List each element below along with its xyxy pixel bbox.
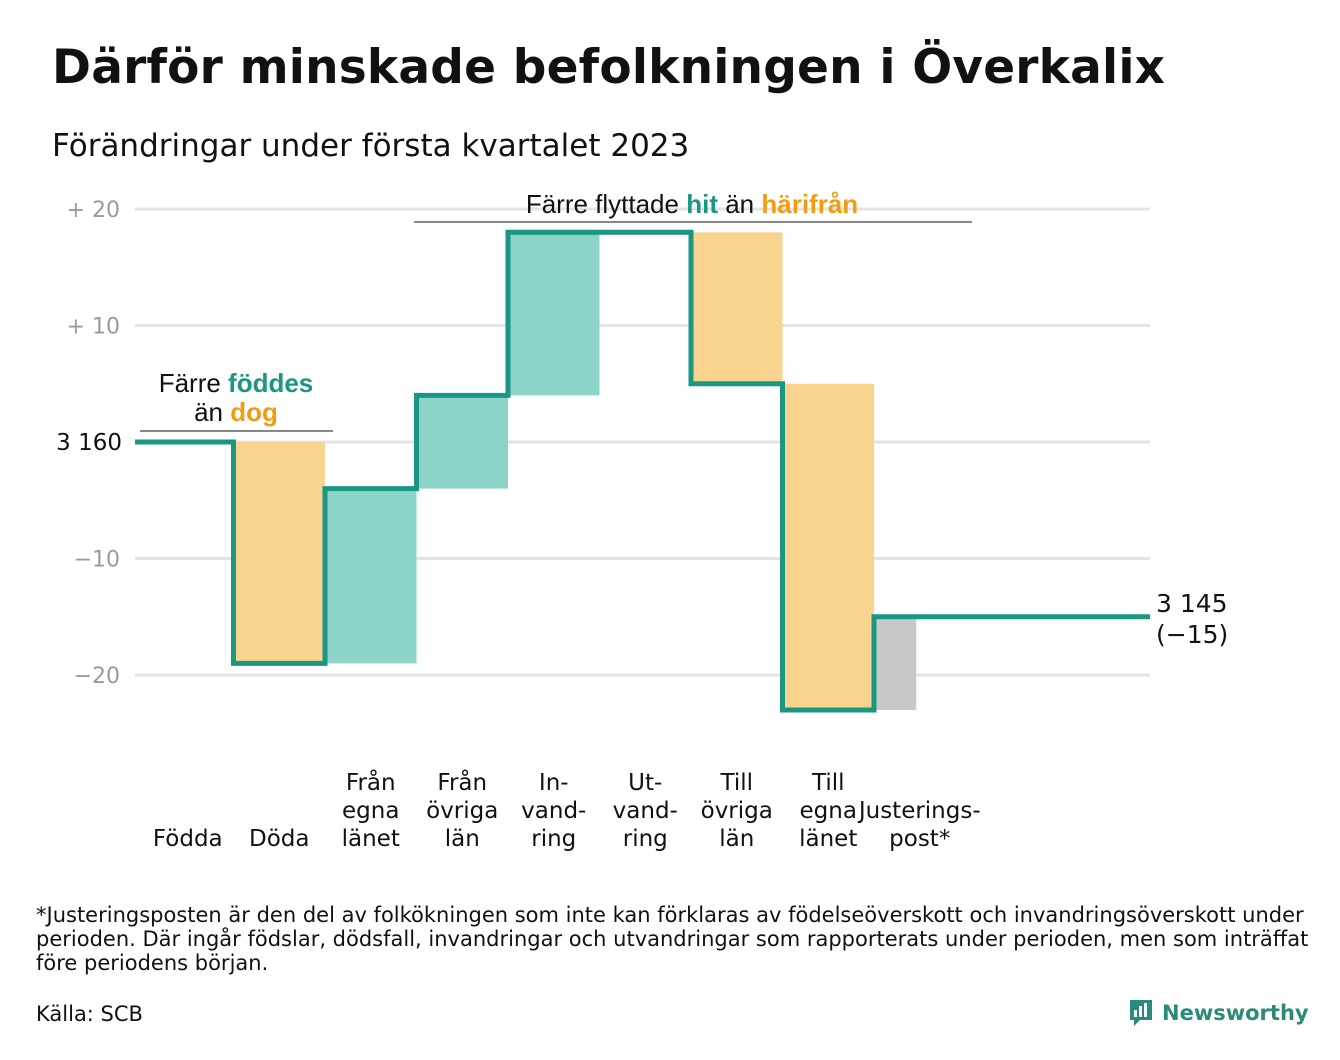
category-label: Justerings- <box>857 798 981 824</box>
category-label: länet <box>342 826 400 852</box>
waterfall-bar <box>691 232 783 384</box>
births-annotation-line1: Färre föddes <box>159 368 314 398</box>
waterfall-bar <box>782 383 874 710</box>
category-label: egna <box>800 798 857 824</box>
category-label: ring <box>623 826 668 852</box>
y-tick-label: + 10 <box>67 315 120 340</box>
chart-title: Därför minskade befolkningen i Överkalix <box>52 40 1166 95</box>
chart-subtitle: Förändringar under första kvartalet 2023 <box>52 128 690 164</box>
waterfall-bar <box>508 232 600 396</box>
annotation-text: Färre flyttade <box>526 189 686 219</box>
waterfall-bar <box>416 395 508 489</box>
category-label: egna <box>342 798 399 824</box>
annotation-highlight-away: härifrån <box>761 189 858 219</box>
category-label: län <box>719 826 754 852</box>
waterfall-bar <box>233 442 325 664</box>
category-label: Från <box>346 768 396 796</box>
cumulative-line <box>135 229 1150 713</box>
category-label: Födda <box>153 826 223 852</box>
end-value-label: 3 145 <box>1156 589 1228 618</box>
category-label: post* <box>889 826 950 852</box>
category-label: Till <box>811 770 845 796</box>
category-label: Till <box>719 770 753 796</box>
annotation-text: än <box>718 189 761 219</box>
births-annotation-line2: än dog <box>194 397 278 427</box>
newsworthy-logo: Newsworthy <box>1128 998 1309 1028</box>
migration-annotation: Färre flyttade hit än härifrån <box>526 189 858 219</box>
bar-chart-bubble-icon <box>1130 1000 1152 1026</box>
waterfall-bar <box>876 616 917 710</box>
category-label: Från <box>437 768 487 796</box>
annotation-text: än <box>194 397 230 427</box>
category-label: ring <box>531 826 576 852</box>
start-value-label: 3 160 <box>56 430 122 456</box>
category-label: Ut- <box>628 770 662 796</box>
y-tick-label: + 20 <box>67 198 120 223</box>
y-tick-label: −10 <box>74 548 120 573</box>
annotation-highlight-here: hit <box>686 189 718 219</box>
category-label: In- <box>539 770 569 796</box>
footnote: *Justeringsposten är den del av folkökni… <box>36 903 1309 975</box>
category-label: övriga <box>426 798 498 824</box>
annotation-text: Färre <box>159 368 228 398</box>
annotation-highlight-died: dog <box>230 397 278 427</box>
brand-name: Newsworthy <box>1162 1001 1309 1025</box>
annotation-highlight-born: föddes <box>228 368 313 398</box>
category-label: län <box>445 826 480 852</box>
category-label: vand- <box>613 798 678 824</box>
category-label: Döda <box>249 826 309 852</box>
category-label: vand- <box>521 798 586 824</box>
category-label: övriga <box>701 798 773 824</box>
waterfall-bar <box>325 488 417 664</box>
source-label: Källa: SCB <box>36 1002 143 1026</box>
y-tick-label: −20 <box>74 664 120 689</box>
category-label: länet <box>799 826 857 852</box>
end-change-label: (−15) <box>1156 620 1228 649</box>
